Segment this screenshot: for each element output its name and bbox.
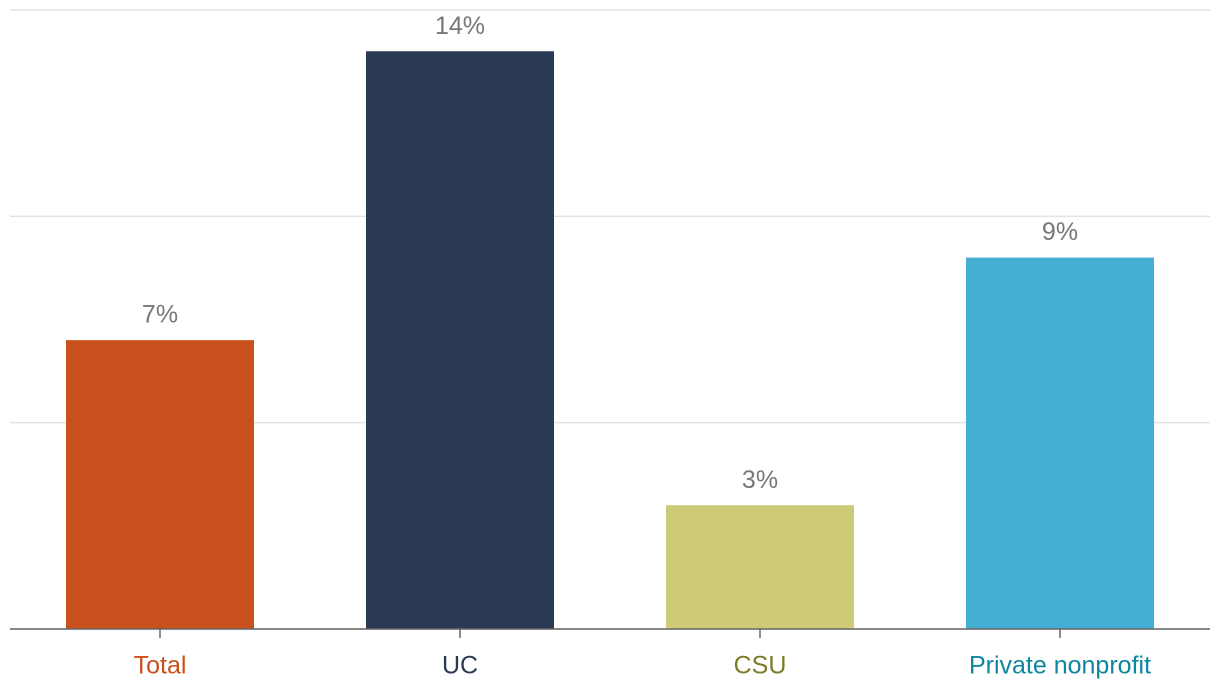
- bar: [666, 505, 854, 629]
- bar: [966, 257, 1154, 629]
- bar: [366, 51, 554, 630]
- x-tick-label: UC: [442, 652, 478, 680]
- x-tick-label: CSU: [734, 652, 787, 680]
- bar: [66, 340, 254, 629]
- value-label: 9%: [1042, 218, 1078, 246]
- x-tick-label: Private nonprofit: [969, 652, 1151, 680]
- x-tick-label: Total: [134, 652, 187, 680]
- value-label: 14%: [435, 12, 485, 40]
- value-label: 3%: [742, 466, 778, 494]
- value-label: 7%: [142, 301, 178, 329]
